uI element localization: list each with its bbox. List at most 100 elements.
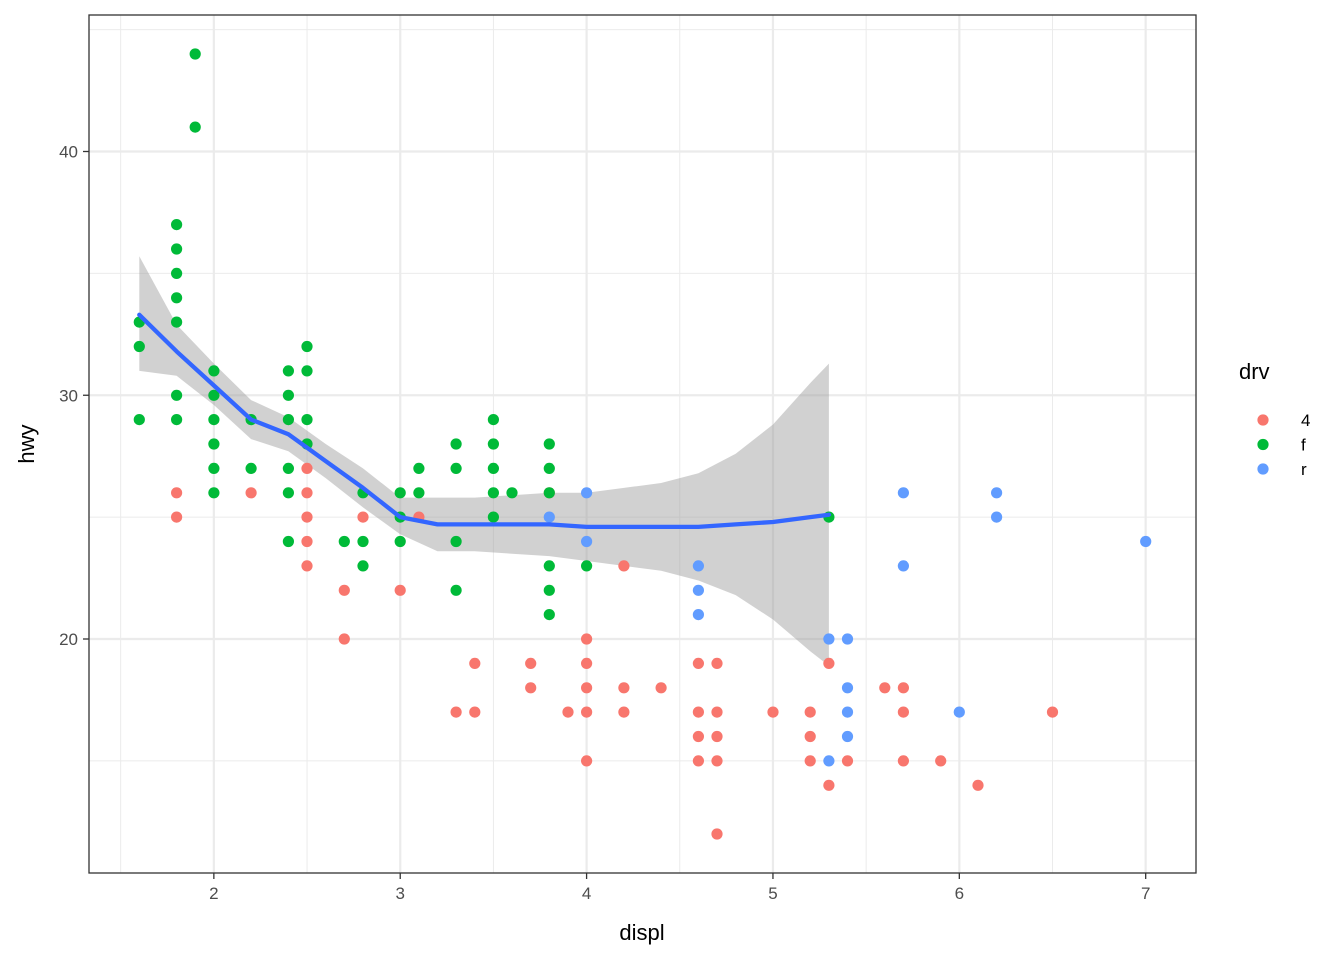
data-point-f bbox=[208, 365, 220, 377]
data-point-4 bbox=[171, 511, 183, 523]
data-point-4 bbox=[711, 657, 723, 670]
data-point-f bbox=[189, 121, 201, 133]
data-point-4 bbox=[301, 560, 313, 572]
smooth-confidence-ribbon bbox=[139, 256, 829, 666]
legend: drv 4 fr bbox=[1239, 359, 1310, 479]
data-point-r bbox=[897, 487, 910, 499]
data-point-r bbox=[692, 560, 705, 572]
data-point-f bbox=[282, 535, 294, 548]
data-point-r bbox=[823, 633, 835, 645]
data-points bbox=[133, 48, 1152, 840]
data-point-f bbox=[171, 267, 183, 279]
data-point-f bbox=[282, 389, 294, 401]
data-point-f bbox=[394, 535, 406, 548]
data-point-4 bbox=[711, 730, 723, 743]
data-point-4 bbox=[897, 755, 910, 767]
data-point-4 bbox=[338, 633, 350, 645]
data-point-f bbox=[487, 487, 499, 499]
data-point-f bbox=[543, 438, 555, 450]
data-point-r bbox=[692, 584, 705, 596]
data-point-f bbox=[581, 560, 593, 572]
data-point-4 bbox=[692, 730, 705, 743]
data-point-4 bbox=[581, 755, 593, 767]
data-point-4 bbox=[711, 706, 723, 718]
data-point-4 bbox=[171, 487, 183, 499]
data-point-f bbox=[133, 414, 145, 426]
data-point-4 bbox=[581, 706, 593, 718]
data-point-4 bbox=[562, 706, 574, 718]
data-point-4 bbox=[301, 487, 313, 499]
data-point-4 bbox=[618, 706, 630, 718]
y-axis: 20 30 40 bbox=[59, 143, 89, 649]
data-point-r bbox=[841, 633, 854, 645]
data-point-4 bbox=[525, 657, 537, 670]
data-point-4 bbox=[897, 682, 910, 694]
data-point-r bbox=[841, 730, 854, 743]
data-point-f bbox=[450, 584, 462, 596]
data-point-f bbox=[506, 487, 518, 499]
data-point-f bbox=[543, 462, 555, 474]
data-point-4 bbox=[692, 706, 705, 718]
data-point-4 bbox=[823, 657, 835, 670]
data-point-4 bbox=[823, 779, 835, 791]
data-point-4 bbox=[394, 584, 406, 596]
data-point-f bbox=[543, 609, 555, 621]
data-point-f bbox=[208, 462, 220, 474]
data-point-f bbox=[413, 462, 425, 474]
data-point-4 bbox=[618, 560, 630, 572]
plot-panel-border bbox=[88, 14, 1197, 874]
grid-lines bbox=[89, 15, 1196, 873]
y-tick-label: 20 bbox=[59, 630, 78, 649]
y-tick-label: 40 bbox=[59, 143, 78, 162]
y-tick-label: 30 bbox=[59, 386, 78, 405]
data-point-f bbox=[282, 462, 294, 474]
x-tick-label: 3 bbox=[395, 884, 404, 903]
data-point-4 bbox=[879, 682, 891, 694]
data-point-f bbox=[357, 535, 369, 548]
data-point-f bbox=[171, 316, 183, 328]
data-point-4 bbox=[972, 779, 984, 791]
data-point-f bbox=[171, 243, 183, 255]
smooth-ribbon-layer bbox=[139, 256, 829, 666]
data-point-f bbox=[245, 462, 257, 474]
legend-key-f bbox=[1257, 438, 1269, 451]
data-point-4 bbox=[767, 706, 779, 718]
legend-label-f: f bbox=[1301, 436, 1306, 455]
x-tick-label: 7 bbox=[1141, 884, 1150, 903]
data-point-f bbox=[282, 487, 294, 499]
data-point-f bbox=[208, 438, 220, 450]
data-point-4 bbox=[245, 487, 257, 499]
legend-label-4: 4 bbox=[1301, 411, 1310, 430]
data-point-4 bbox=[841, 755, 854, 767]
data-point-4 bbox=[450, 706, 462, 718]
x-axis-title: displ bbox=[619, 920, 664, 945]
data-point-f bbox=[487, 438, 499, 450]
data-point-4 bbox=[301, 511, 313, 523]
data-point-4 bbox=[581, 682, 593, 694]
data-point-f bbox=[171, 414, 183, 426]
data-point-f bbox=[282, 365, 294, 377]
data-point-f bbox=[357, 560, 369, 572]
y-axis-title: hwy bbox=[14, 424, 39, 463]
data-point-4 bbox=[655, 682, 667, 694]
smooth-line-layer bbox=[137, 312, 832, 530]
x-tick-label: 4 bbox=[582, 884, 591, 903]
x-tick-label: 6 bbox=[955, 884, 964, 903]
data-point-r bbox=[841, 706, 854, 718]
data-point-f bbox=[543, 584, 555, 596]
data-point-4 bbox=[711, 755, 723, 767]
data-point-f bbox=[487, 462, 499, 474]
data-point-4 bbox=[935, 755, 947, 767]
data-point-r bbox=[841, 682, 854, 694]
legend-label-r: r bbox=[1301, 460, 1307, 479]
data-point-4 bbox=[692, 657, 705, 670]
data-point-4 bbox=[692, 755, 705, 767]
data-point-f bbox=[189, 48, 201, 60]
data-point-r bbox=[1140, 535, 1152, 548]
data-point-f bbox=[543, 487, 555, 499]
data-point-f bbox=[133, 340, 145, 353]
data-point-f bbox=[171, 389, 183, 401]
data-point-f bbox=[282, 414, 294, 426]
x-tick-label: 5 bbox=[768, 884, 777, 903]
